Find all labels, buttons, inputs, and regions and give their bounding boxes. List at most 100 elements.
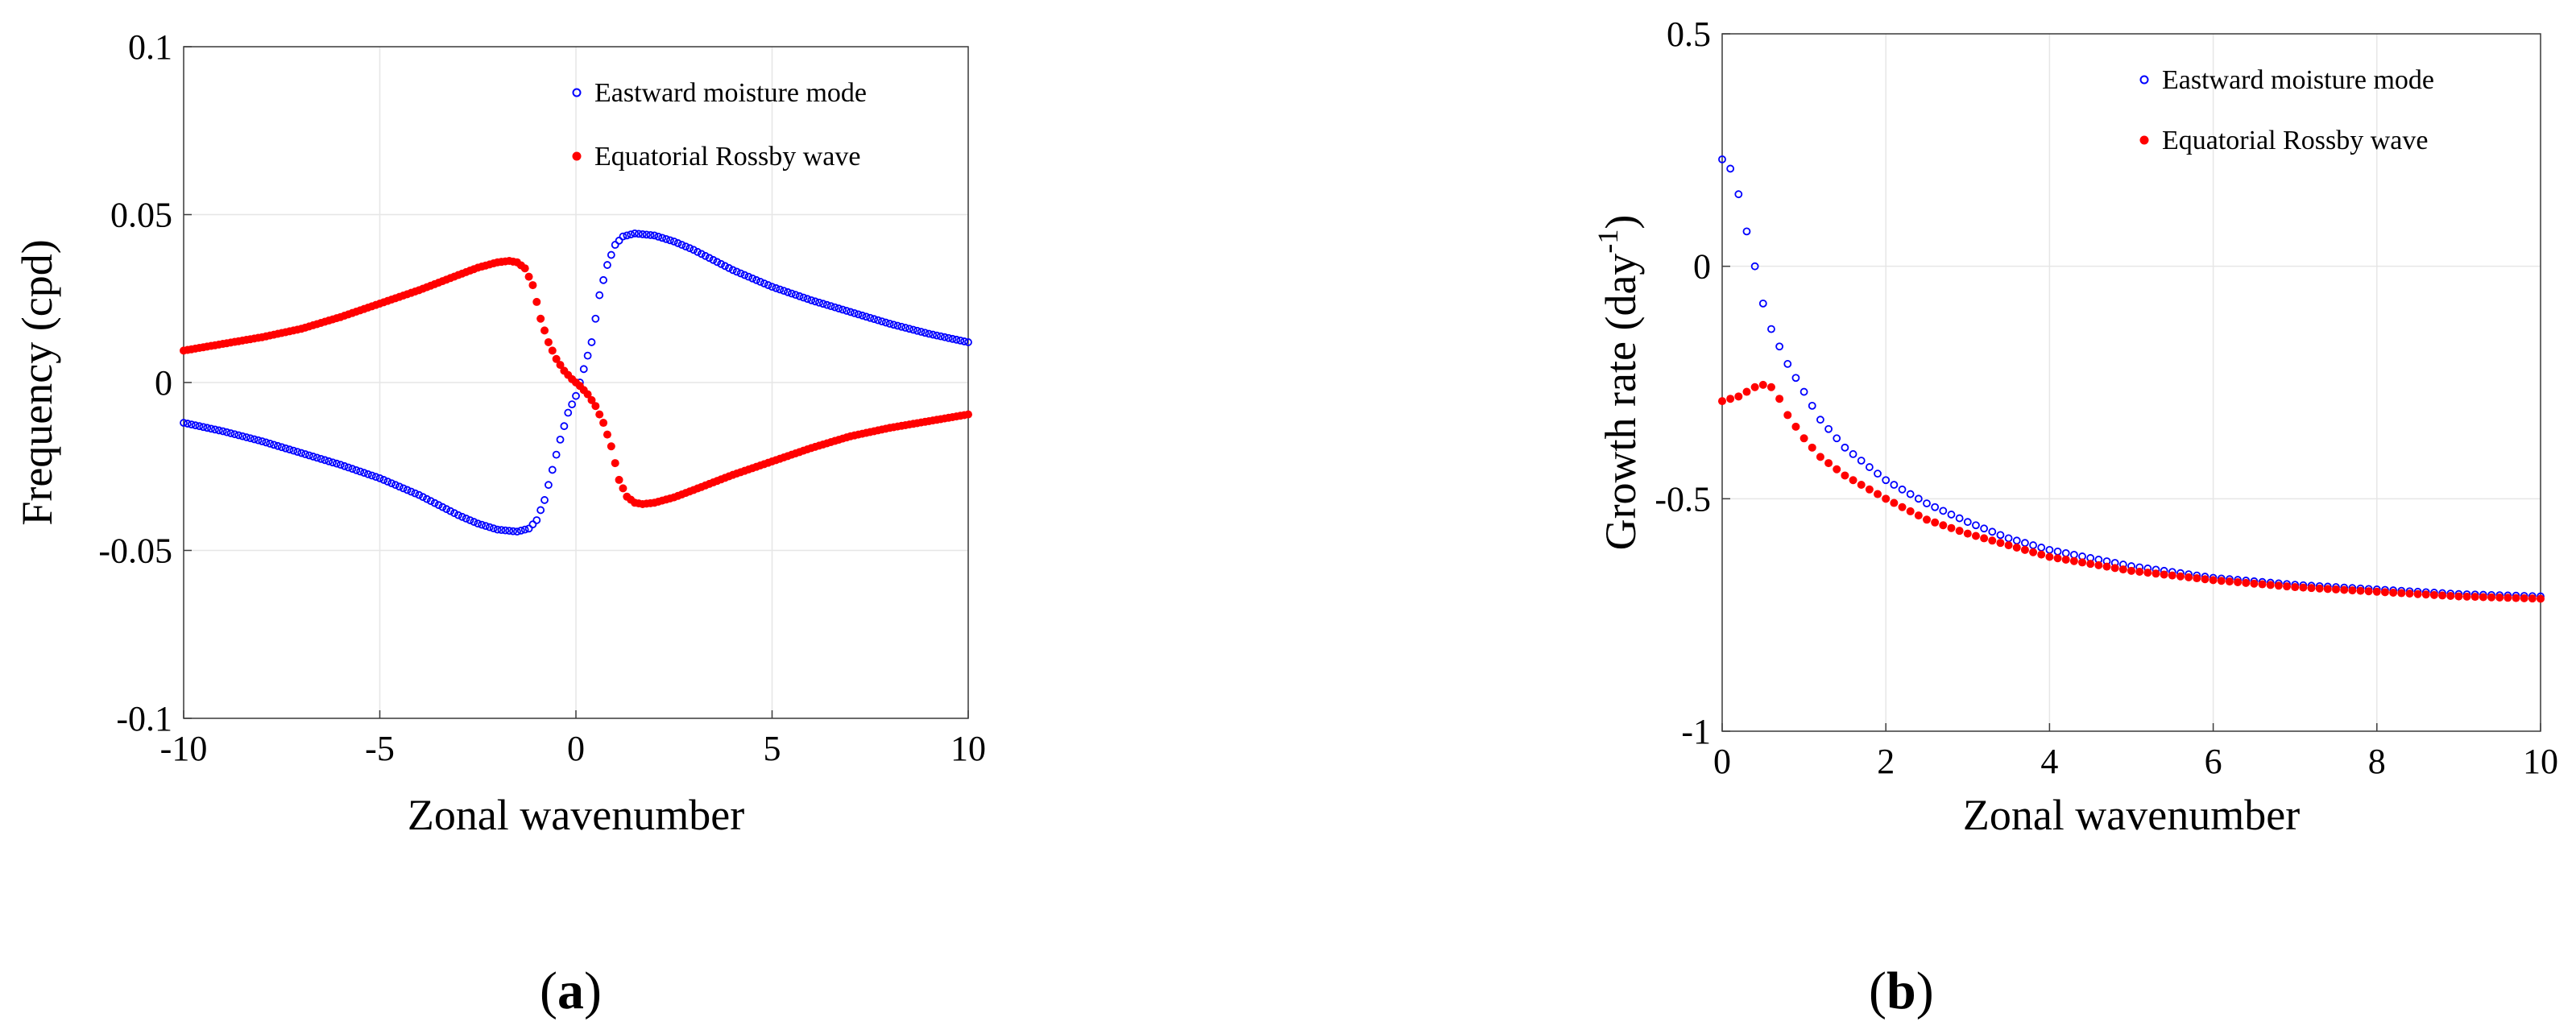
chart-b-point-rossby <box>2512 594 2520 602</box>
chart-b-ytick-label: -1 <box>1681 712 1711 751</box>
chart-a-point-eastward <box>180 419 188 427</box>
chart-a-point-rossby <box>552 354 561 363</box>
chart-b-point-rossby <box>1718 397 1726 406</box>
chart-a-point-eastward <box>226 429 235 437</box>
chart-b-point-rossby <box>2110 564 2119 573</box>
chart-a-point-rossby <box>615 475 623 484</box>
chart-a-point-eastward <box>411 489 420 498</box>
chart-b-xtick-label: 8 <box>2368 742 2386 781</box>
chart-a-point-eastward <box>862 312 871 321</box>
chart-a-point-eastward <box>784 287 792 296</box>
chart-a-point-eastward <box>756 277 764 286</box>
chart-a-point-rossby <box>520 264 529 273</box>
chart-a-point-eastward <box>336 461 345 469</box>
chart-a-point-eastward <box>748 274 757 283</box>
chart-a-point-rossby <box>540 326 549 335</box>
chart-a-xtick-label: -10 <box>160 729 208 768</box>
chart-b-ylabel-main: Growth rate (day <box>1597 254 1645 551</box>
chart-b-point-rossby <box>2234 577 2243 586</box>
chart-a-point-eastward <box>230 430 239 439</box>
chart-a-point-eastward <box>591 314 600 323</box>
chart-b-xlabel: Zonal wavenumber <box>1963 791 2300 839</box>
chart-a-point-eastward <box>913 326 921 335</box>
chart-b-point-rossby <box>2250 579 2259 588</box>
chart-b-point-rossby <box>2315 584 2324 593</box>
chart-a-point-eastward <box>854 310 863 319</box>
chart-a-point-eastward <box>540 496 549 504</box>
chart-b-point-rossby <box>1890 498 1899 507</box>
chart-b-point-rossby <box>1824 459 1833 468</box>
chart-b-point-eastward <box>1750 262 1759 271</box>
chart-a-series-eastward <box>180 229 972 536</box>
chart-a-point-eastward <box>822 300 831 309</box>
chart-b-point-rossby <box>2168 571 2176 580</box>
chart-a-point-eastward <box>662 234 670 243</box>
chart-a-point-eastward <box>826 302 835 311</box>
chart-a-point-eastward <box>760 279 768 287</box>
chart-a-point-eastward <box>329 458 337 467</box>
chart-a-point-eastward <box>520 525 529 534</box>
chart-a-point-eastward <box>254 436 263 445</box>
chart-b-legend: Eastward moisture mode Equatorial Rossby… <box>2139 65 2434 155</box>
chart-b-point-rossby <box>2078 558 2087 567</box>
chart-b-point-rossby <box>1996 539 2005 548</box>
chart-b-point-rossby <box>1955 527 1964 536</box>
chart-a-point-eastward <box>654 232 663 241</box>
chart-a-point-eastward <box>772 283 781 292</box>
chart-a-point-eastward <box>474 519 482 528</box>
chart-a-point-eastward <box>948 334 957 343</box>
chart-a-point-eastward <box>407 487 416 496</box>
chart-a-point-eastward <box>811 297 819 306</box>
chart-a-point-eastward <box>516 527 525 535</box>
chart-b-point-eastward <box>1718 155 1726 163</box>
chart-b-point-eastward <box>2037 544 2046 552</box>
chart-b-point-rossby <box>2135 567 2144 576</box>
chart-a-point-eastward <box>450 509 458 518</box>
chart-a-ytick-label: -0.05 <box>98 531 172 571</box>
chart-a-panel-letter: a <box>557 962 584 1020</box>
chart-a-ytick-label: 0.1 <box>128 27 172 67</box>
chart-b-point-rossby <box>2274 581 2283 590</box>
chart-a-point-eastward <box>960 337 969 345</box>
chart-a-point-eastward <box>677 241 686 249</box>
chart-a-point-eastward <box>807 296 816 304</box>
chart-a-point-rossby <box>591 402 600 411</box>
chart-b-point-rossby <box>1766 383 1775 391</box>
chart-a-point-eastward <box>944 333 953 342</box>
chart-b-point-rossby <box>2201 575 2209 584</box>
chart-a-point-eastward <box>803 295 812 304</box>
chart-a-point-eastward <box>595 291 604 300</box>
chart-b-point-rossby <box>2118 565 2127 574</box>
chart-a-point-eastward <box>391 481 400 490</box>
chart-a-point-eastward <box>843 307 851 315</box>
chart-a-point-eastward <box>289 446 298 455</box>
chart-a-point-eastward <box>415 490 424 499</box>
chart-a-point-rossby <box>603 430 611 439</box>
chart-b-point-rossby <box>1931 518 1940 527</box>
chart-b-point-rossby <box>2143 569 2152 577</box>
chart-a-point-eastward <box>470 518 478 526</box>
chart-b-point-rossby <box>2004 541 2013 550</box>
chart-a-point-eastward <box>238 432 246 440</box>
chart-a-point-eastward <box>270 440 278 449</box>
chart-a-point-eastward <box>564 408 573 417</box>
chart-b-yticks: -1 -0.5 0 0.5 <box>1655 14 1730 751</box>
chart-b-point-eastward <box>1980 524 1989 533</box>
chart-a-point-rossby <box>599 419 608 428</box>
chart-a-point-eastward <box>631 229 639 238</box>
chart-b-point-eastward <box>1988 527 1997 536</box>
chart-a-point-eastward <box>897 322 906 331</box>
chart-b-point-eastward <box>1931 503 1940 511</box>
chart-b-point-rossby <box>1734 392 1743 401</box>
chart-b-point-rossby <box>2266 581 2275 589</box>
chart-a-point-eastward <box>195 422 204 431</box>
chart-a-point-eastward <box>917 328 926 336</box>
chart-a-xticks: -10 -5 0 5 10 <box>160 710 986 768</box>
chart-b-point-eastward <box>2012 536 2021 545</box>
chart-b-point-rossby <box>1874 490 1882 498</box>
chart-a-legend-label-rossby: Equatorial Rossby wave <box>594 142 861 172</box>
chart-b-point-rossby <box>1988 536 1997 545</box>
chart-b-point-rossby <box>2086 560 2095 569</box>
chart-a-point-eastward <box>273 441 282 450</box>
chart-a-point-eastward <box>191 421 200 430</box>
